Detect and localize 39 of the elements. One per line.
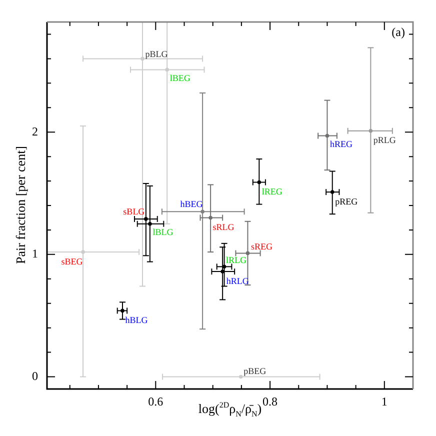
series-label: hREG [330, 139, 353, 150]
series-label: hBEG [180, 198, 204, 209]
annotation: (a) [392, 25, 405, 40]
x-tick-label: 0.6 [148, 394, 164, 408]
series-label: pREG [335, 196, 358, 206]
x-axis-title: log($^{2D}$ρ$_{N}$/ρ̄$_{N}$) [198, 400, 262, 419]
point [140, 56, 144, 61]
point [148, 222, 152, 226]
y-tick-label: 1 [32, 246, 38, 261]
series-label: lBLG [152, 227, 174, 238]
series-label: lRLG [226, 255, 248, 266]
point [246, 251, 250, 256]
point [325, 134, 330, 138]
series-label: pBEG [244, 366, 267, 376]
point [120, 308, 124, 313]
series-label: lBEG [170, 73, 191, 84]
point [144, 217, 148, 221]
point [368, 128, 373, 133]
y-axis-title: Pair fraction [per cent] [13, 146, 29, 264]
point [200, 210, 204, 214]
point [165, 68, 169, 72]
point [208, 216, 212, 220]
series-label: sBLG [123, 206, 146, 216]
series-label: sBEG [61, 256, 84, 266]
series-label: lREG [262, 186, 283, 197]
series-label: sRLG [212, 222, 235, 232]
point [238, 374, 243, 379]
x-tick-label: 0.8 [262, 394, 278, 408]
point [220, 270, 224, 274]
y-tick-label: 0 [32, 368, 38, 383]
series-label: pRLG [373, 135, 396, 146]
point [330, 190, 334, 194]
series-label: hBLG [125, 315, 148, 326]
x-tick-label: 1 [381, 394, 388, 408]
series-label: sREG [250, 242, 273, 252]
series-label: pBLG [145, 49, 168, 60]
y-tick-label: 2 [32, 124, 38, 138]
point [81, 250, 85, 254]
point [257, 180, 262, 184]
